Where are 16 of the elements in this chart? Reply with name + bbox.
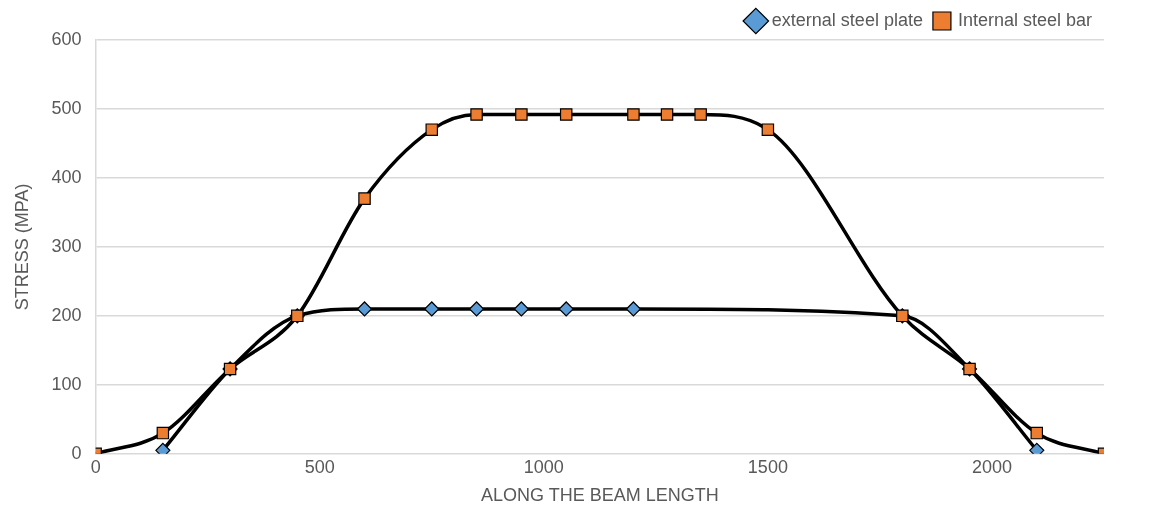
x-tick-label: 2000 (971, 456, 1012, 477)
y-tick-label: 400 (51, 166, 82, 187)
x-tick-label: 0 (90, 456, 101, 477)
y-tick-label: 0 (71, 442, 82, 463)
y-tick-label: 100 (51, 373, 82, 394)
y-tick-label: 300 (51, 235, 82, 256)
y-tick-label: 600 (51, 28, 82, 49)
x-tick-label: 500 (304, 456, 335, 477)
y-tick-label: 500 (51, 97, 82, 118)
x-axis-title: ALONG THE BEAM LENGTH (480, 485, 719, 506)
x-tick-label: 1000 (523, 456, 564, 477)
x-tick-label: 1500 (747, 456, 788, 477)
y-axis-title: STRESS (MPA) (11, 183, 32, 311)
y-tick-label: 200 (51, 304, 82, 325)
legend-label: Internal steel bar (957, 9, 1093, 30)
legend-label: external steel plate (771, 9, 923, 30)
